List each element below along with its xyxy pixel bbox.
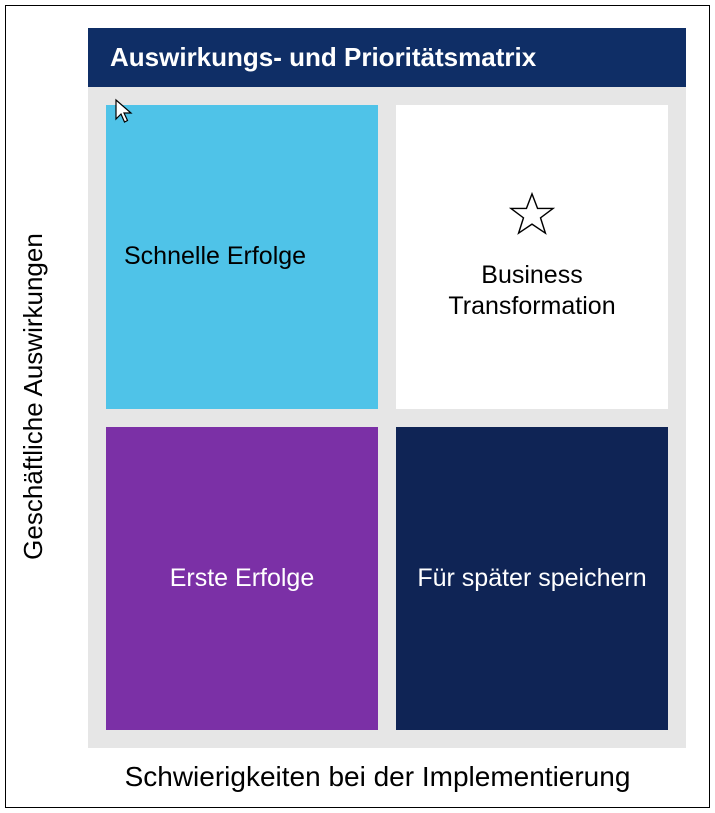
quadrant-first-wins: Erste Erfolge	[106, 427, 378, 731]
y-axis-label: Geschäftliche Auswirkungen	[18, 116, 48, 676]
quadrant-save-for-later: Für später speichern	[396, 427, 668, 731]
quadrant-label: Erste Erfolge	[170, 563, 315, 594]
matrix-area: Auswirkungs- und Prioritätsmatrix Schnel…	[88, 28, 686, 748]
quadrant-grid: Schnelle Erfolge Business Transformation…	[88, 87, 686, 748]
matrix-frame: Geschäftliche Auswirkungen Auswirkungs- …	[5, 5, 710, 808]
x-axis-label: Schwierigkeiten bei der Implementierung	[66, 761, 689, 793]
quadrant-label: Für später speichern	[417, 563, 646, 594]
y-axis-text: Geschäftliche Auswirkungen	[18, 233, 49, 560]
matrix-title: Auswirkungs- und Prioritätsmatrix	[110, 42, 536, 72]
x-axis-text: Schwierigkeiten bei der Implementierung	[125, 761, 631, 792]
matrix-title-bar: Auswirkungs- und Prioritätsmatrix	[88, 28, 686, 87]
quadrant-quick-wins: Schnelle Erfolge	[106, 105, 378, 409]
quadrant-label: Business Transformation	[414, 260, 650, 323]
quadrant-label: Schnelle Erfolge	[124, 241, 306, 272]
star-icon	[509, 191, 555, 245]
quadrant-business-transformation: Business Transformation	[396, 105, 668, 409]
